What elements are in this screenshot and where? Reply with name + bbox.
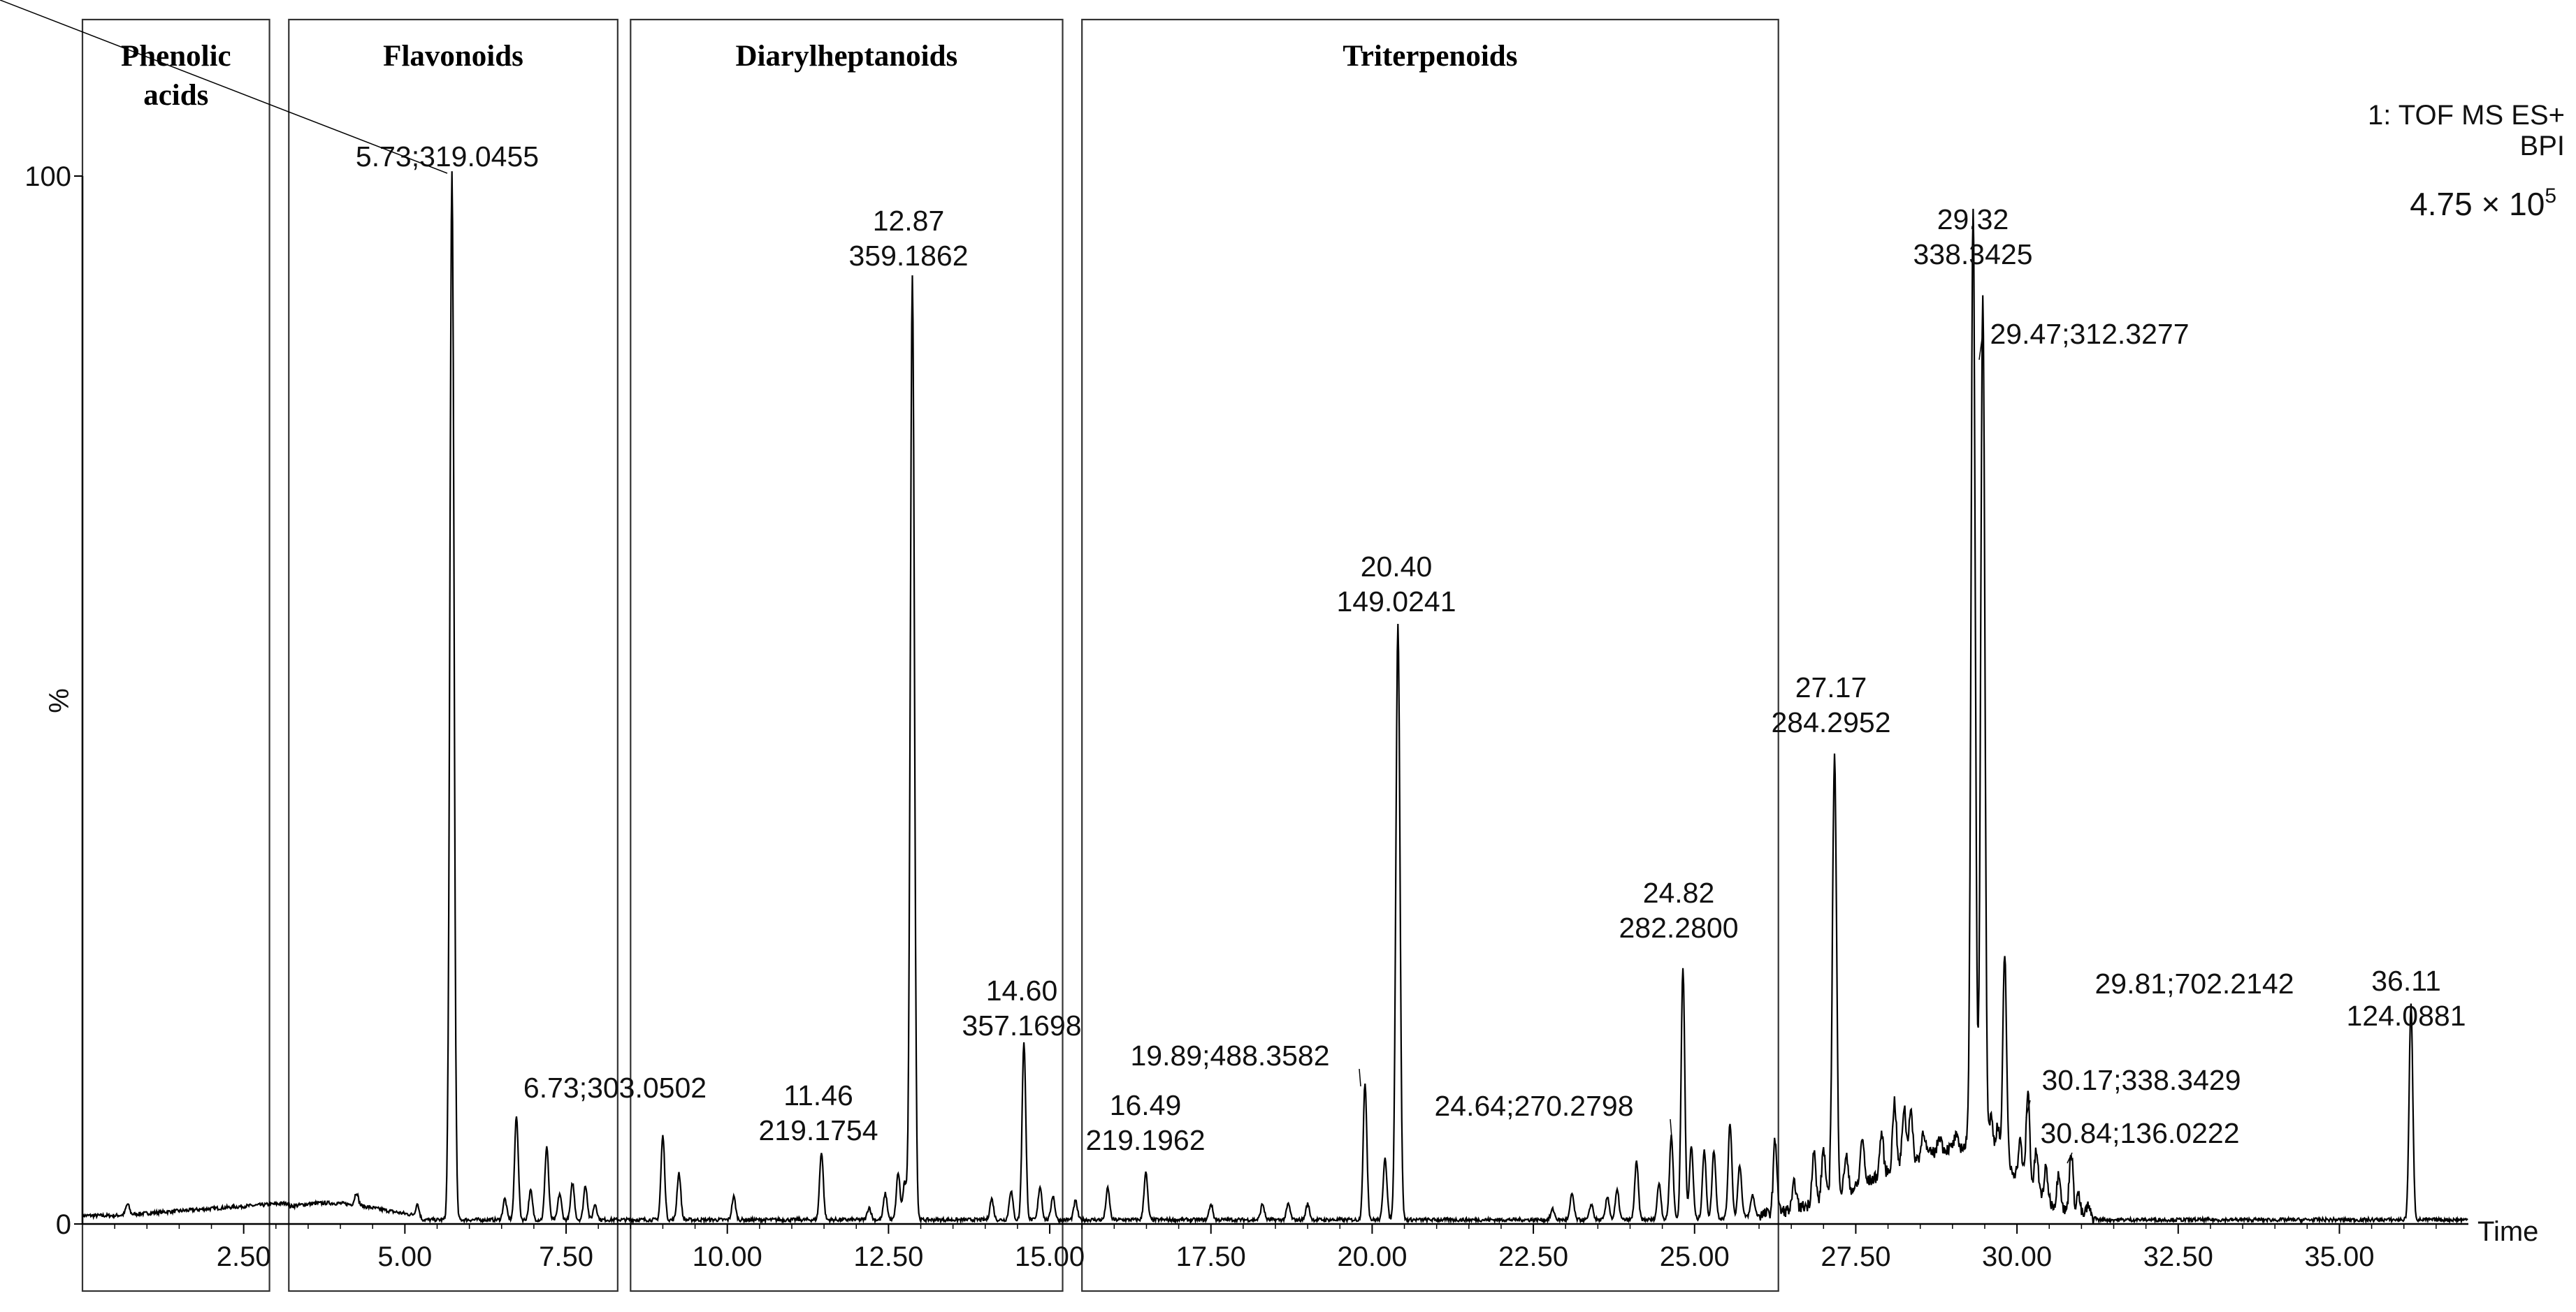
x-tick-label: 10.00	[693, 1241, 762, 1272]
intensity-label: 4.75 × 105	[2410, 184, 2556, 222]
peak-label: 338.3425	[1913, 238, 2032, 270]
x-tick-label: 20.00	[1337, 1241, 1407, 1272]
x-tick-label: 17.50	[1176, 1241, 1246, 1272]
peak-label: 14.60	[986, 975, 1058, 1007]
peak-label: 29.47;312.3277	[1990, 318, 2190, 350]
x-tick-label: 30.00	[1982, 1241, 2052, 1272]
instrument-line-2: BPI	[2520, 131, 2565, 161]
y-tick-label: 0	[56, 1209, 71, 1240]
peak-label: 12.87	[873, 205, 945, 237]
peak-label: 219.1962	[1085, 1124, 1205, 1156]
intensity-exponent: 5	[2545, 184, 2556, 207]
trace	[81, 171, 2468, 1225]
region-box	[81, 18, 270, 1292]
peak-label: 359.1862	[848, 240, 968, 272]
x-tick-label: 15.00	[1015, 1241, 1085, 1272]
region-label: Triterpenoids	[1343, 40, 1517, 73]
intensity-base: 4.75 × 10	[2410, 186, 2545, 222]
instrument-line-1: 1: TOF MS ES+	[2368, 100, 2565, 131]
peak-label: 29.32	[1937, 203, 2009, 235]
x-tick-label: 25.00	[1660, 1241, 1730, 1272]
peak-leader-line	[1359, 1068, 1361, 1087]
x-tick-label: 35.00	[2304, 1241, 2374, 1272]
instrument-info: 1: TOF MS ES+ BPI 4.75 × 105	[2368, 100, 2565, 222]
region-box	[1081, 18, 1779, 1292]
peak-label: 124.0881	[2346, 1000, 2466, 1032]
peak-label: 24.82	[1643, 877, 1715, 909]
region-box	[288, 18, 618, 1292]
peak-label: 6.73;303.0502	[523, 1072, 707, 1104]
region-label: Flavonoids	[383, 40, 523, 73]
peak-label: 16.49	[1110, 1089, 1182, 1121]
peak-label: 19.89;488.3582	[1131, 1040, 1330, 1072]
peak-label: 357.1698	[962, 1009, 1081, 1042]
region-label: acids	[143, 79, 208, 112]
y-tick-label: 100	[24, 161, 71, 192]
y-axis-label: %	[44, 688, 75, 713]
region-boxes: Phenolic acids Flavonoids Diarylheptanoids T…	[81, 18, 1779, 1292]
region-label: Diarylheptanoids	[736, 40, 958, 73]
peak-leader-line	[1978, 328, 1984, 360]
peak-label: 149.0241	[1336, 585, 1456, 618]
region-label: Phenolic	[121, 40, 231, 73]
peak-label: 24.64;270.2798	[1435, 1090, 1634, 1122]
peak-label: 20.40	[1361, 551, 1433, 583]
x-tick-label: 12.50	[853, 1241, 923, 1272]
x-tick-label: 27.50	[1821, 1241, 1890, 1272]
peak-leader-line	[1670, 1118, 1672, 1138]
peak-label: 282.2800	[1619, 912, 1738, 944]
peak-label: 219.1754	[758, 1114, 878, 1146]
peak-leader-line	[2067, 1152, 2073, 1164]
peak-leader-line	[2025, 1100, 2031, 1118]
peak-label: 284.2952	[1771, 706, 1890, 738]
chromatogram-line	[81, 171, 2468, 1225]
x-tick-label: 7.50	[539, 1241, 593, 1272]
x-axis-label: Time	[2477, 1216, 2538, 1247]
peak-label: 11.46	[783, 1079, 853, 1111]
x-tick-label: 5.00	[377, 1241, 432, 1272]
peak-label: 27.17	[1795, 671, 1867, 704]
x-tick-label: 22.50	[1498, 1241, 1568, 1272]
peak-label: 5.73;319.0455	[356, 140, 539, 173]
peak-label: 30.84;136.0222	[2041, 1117, 2240, 1149]
region-box	[630, 18, 1064, 1292]
peak-label: 36.11	[2371, 965, 2441, 997]
peak-label: 30.17;338.3429	[2042, 1064, 2241, 1096]
peak-label: 29.81;702.2142	[2095, 968, 2294, 1000]
ticks: 2.50 5.00 7.50 10.00 12.50 15.00 17.50 20.00 22.…	[24, 161, 2437, 1272]
peak-leader-line	[0, 0, 448, 174]
x-tick-label: 32.50	[2143, 1241, 2213, 1272]
x-tick-label: 2.50	[217, 1241, 271, 1272]
